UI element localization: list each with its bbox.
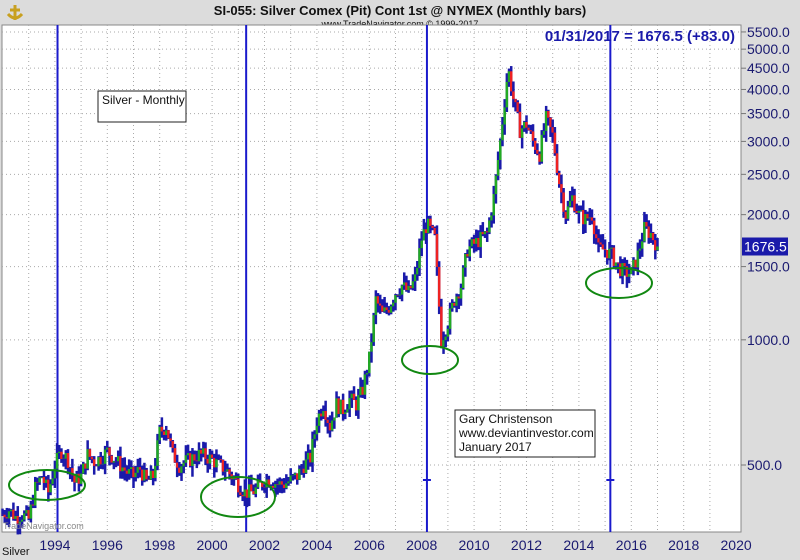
last-value-tag <box>742 237 788 256</box>
author-line: Gary Christenson <box>459 412 552 426</box>
x-tick-label: 2006 <box>354 537 385 553</box>
y-tick-label: 3500.0 <box>747 106 790 122</box>
x-tick-label: 2014 <box>563 537 594 553</box>
author-line: January 2017 <box>459 440 532 454</box>
author-line: www.deviantinvestor.com <box>458 426 594 440</box>
x-tick-label: 2020 <box>721 537 752 553</box>
copyright-text: www.TradeNavigator.com © 1999-2017 <box>321 19 479 29</box>
y-tick-label: 1500.0 <box>747 259 790 275</box>
low-circle <box>401 345 459 375</box>
x-tick-label: 2002 <box>249 537 280 553</box>
y-tick-label: 5000.0 <box>747 41 790 57</box>
x-tick-label: 2010 <box>459 537 490 553</box>
x-tick-label: 2004 <box>301 537 332 553</box>
last-value-readout: 01/31/2017 = 1676.5 (+83.0) <box>545 28 735 45</box>
x-tick-label: 2012 <box>511 537 542 553</box>
watermark-text: TradeNavigator.com <box>3 521 84 531</box>
x-tick-label: 2018 <box>668 537 699 553</box>
y-tick-label: 5500.0 <box>747 24 790 40</box>
x-tick-label: 2000 <box>197 537 228 553</box>
y-tick-label: 3000.0 <box>747 133 790 149</box>
y-tick-label: 2500.0 <box>747 166 790 182</box>
y-tick-label: 4500.0 <box>747 60 790 76</box>
logo-anchor <box>6 5 24 20</box>
last-value-tag-text: 1676.5 <box>744 239 787 255</box>
x-tick-label: 2008 <box>406 537 437 553</box>
low-circle <box>200 476 276 518</box>
tradenavigator-logo-icon <box>4 3 26 23</box>
y-tick-label: 4000.0 <box>747 81 790 97</box>
y-tick-label: 1000.0 <box>747 332 790 348</box>
x-tick-label: 1998 <box>144 537 175 553</box>
author-box <box>454 409 596 458</box>
x-tick-label: 1994 <box>39 537 70 553</box>
x-tick-label: 1996 <box>92 537 123 553</box>
low-circle <box>585 267 653 299</box>
label-box-text: Silver - Monthly <box>102 93 185 107</box>
chart-title: SI-055: Silver Comex (Pit) Cont 1st @ NY… <box>213 3 587 18</box>
label-box <box>97 90 187 123</box>
x-tick-label: 2016 <box>616 537 647 553</box>
y-tick-label: 500.0 <box>747 457 782 473</box>
y-tick-label: 2000.0 <box>747 207 790 223</box>
low-circle <box>8 469 86 501</box>
symbol-label: Silver <box>2 546 30 558</box>
